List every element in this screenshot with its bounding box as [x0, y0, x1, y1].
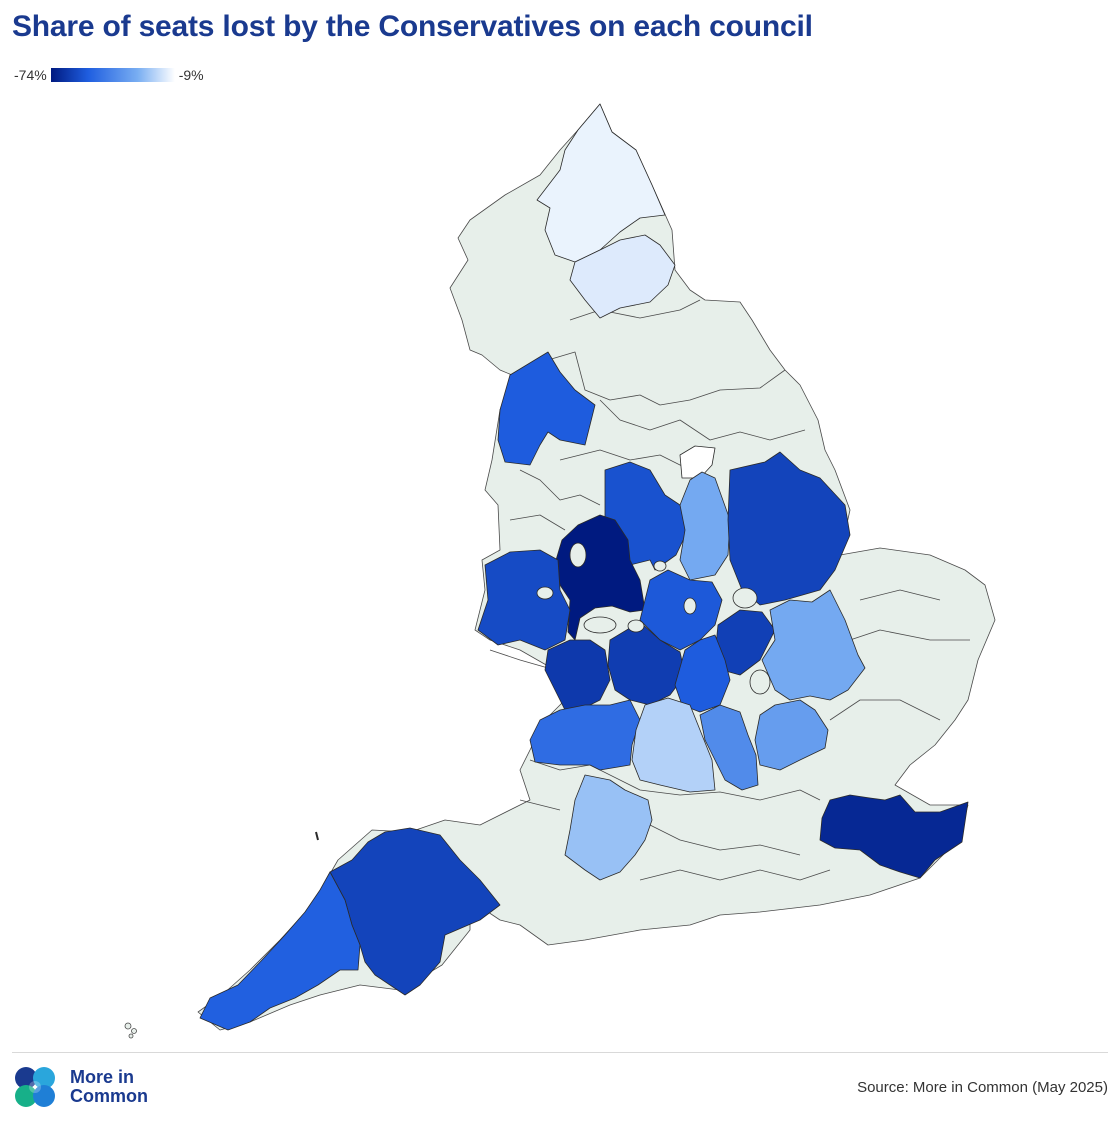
council-worcestershire — [544, 639, 611, 711]
council-hertfordshire — [754, 699, 829, 771]
council-shropshire — [477, 549, 571, 651]
unitary-council-2 — [536, 586, 554, 600]
council-wiltshire — [564, 774, 653, 881]
council-west-northamptonshire — [674, 634, 731, 713]
brand-logo: More in Common — [12, 1064, 148, 1110]
council-boundaries — [489, 299, 970, 881]
council-leicestershire — [639, 569, 723, 651]
council-devon — [329, 827, 501, 996]
council-warwickshire — [607, 621, 686, 706]
england-council-map — [124, 103, 996, 1039]
council-oxfordshire — [631, 697, 716, 793]
unitary-council-3 — [583, 616, 617, 634]
council-buckinghamshire — [699, 704, 759, 791]
council-cambridgeshire — [761, 589, 866, 701]
council-nottinghamshire — [679, 471, 731, 581]
brand-name-line2: Common — [70, 1086, 148, 1106]
source-note: Source: More in Common (May 2025) — [857, 1079, 1108, 1096]
council-kent — [819, 794, 969, 879]
legend-gradient-bar — [50, 68, 175, 82]
legend-max-label: -9% — [178, 67, 204, 83]
color-legend: -74% -9% — [14, 66, 204, 84]
unitary-council-4 — [627, 619, 645, 633]
unitary-council-7 — [683, 597, 697, 615]
council-lancashire — [497, 351, 596, 466]
brand-name: More in Common — [70, 1068, 148, 1106]
more-in-common-logo-icon — [15, 1067, 55, 1107]
council-lincolnshire — [727, 451, 851, 606]
council-county-durham — [569, 234, 676, 319]
unitary-council-8 — [749, 669, 771, 695]
unitary-council-1 — [569, 542, 587, 568]
unitary-council-5 — [653, 560, 667, 572]
council-doncaster — [679, 445, 716, 479]
legend-min-label: -74% — [14, 67, 47, 83]
council-cornwall — [199, 871, 361, 1031]
brand-name-line1: More in — [70, 1067, 135, 1087]
footer-divider — [12, 1052, 1108, 1053]
lundy-island — [315, 831, 319, 841]
isles-of-scilly — [124, 1022, 137, 1039]
page-title: Share of seats lost by the Conservatives… — [12, 10, 813, 43]
unitary-council-6 — [732, 587, 758, 609]
council-gloucestershire — [529, 699, 641, 771]
